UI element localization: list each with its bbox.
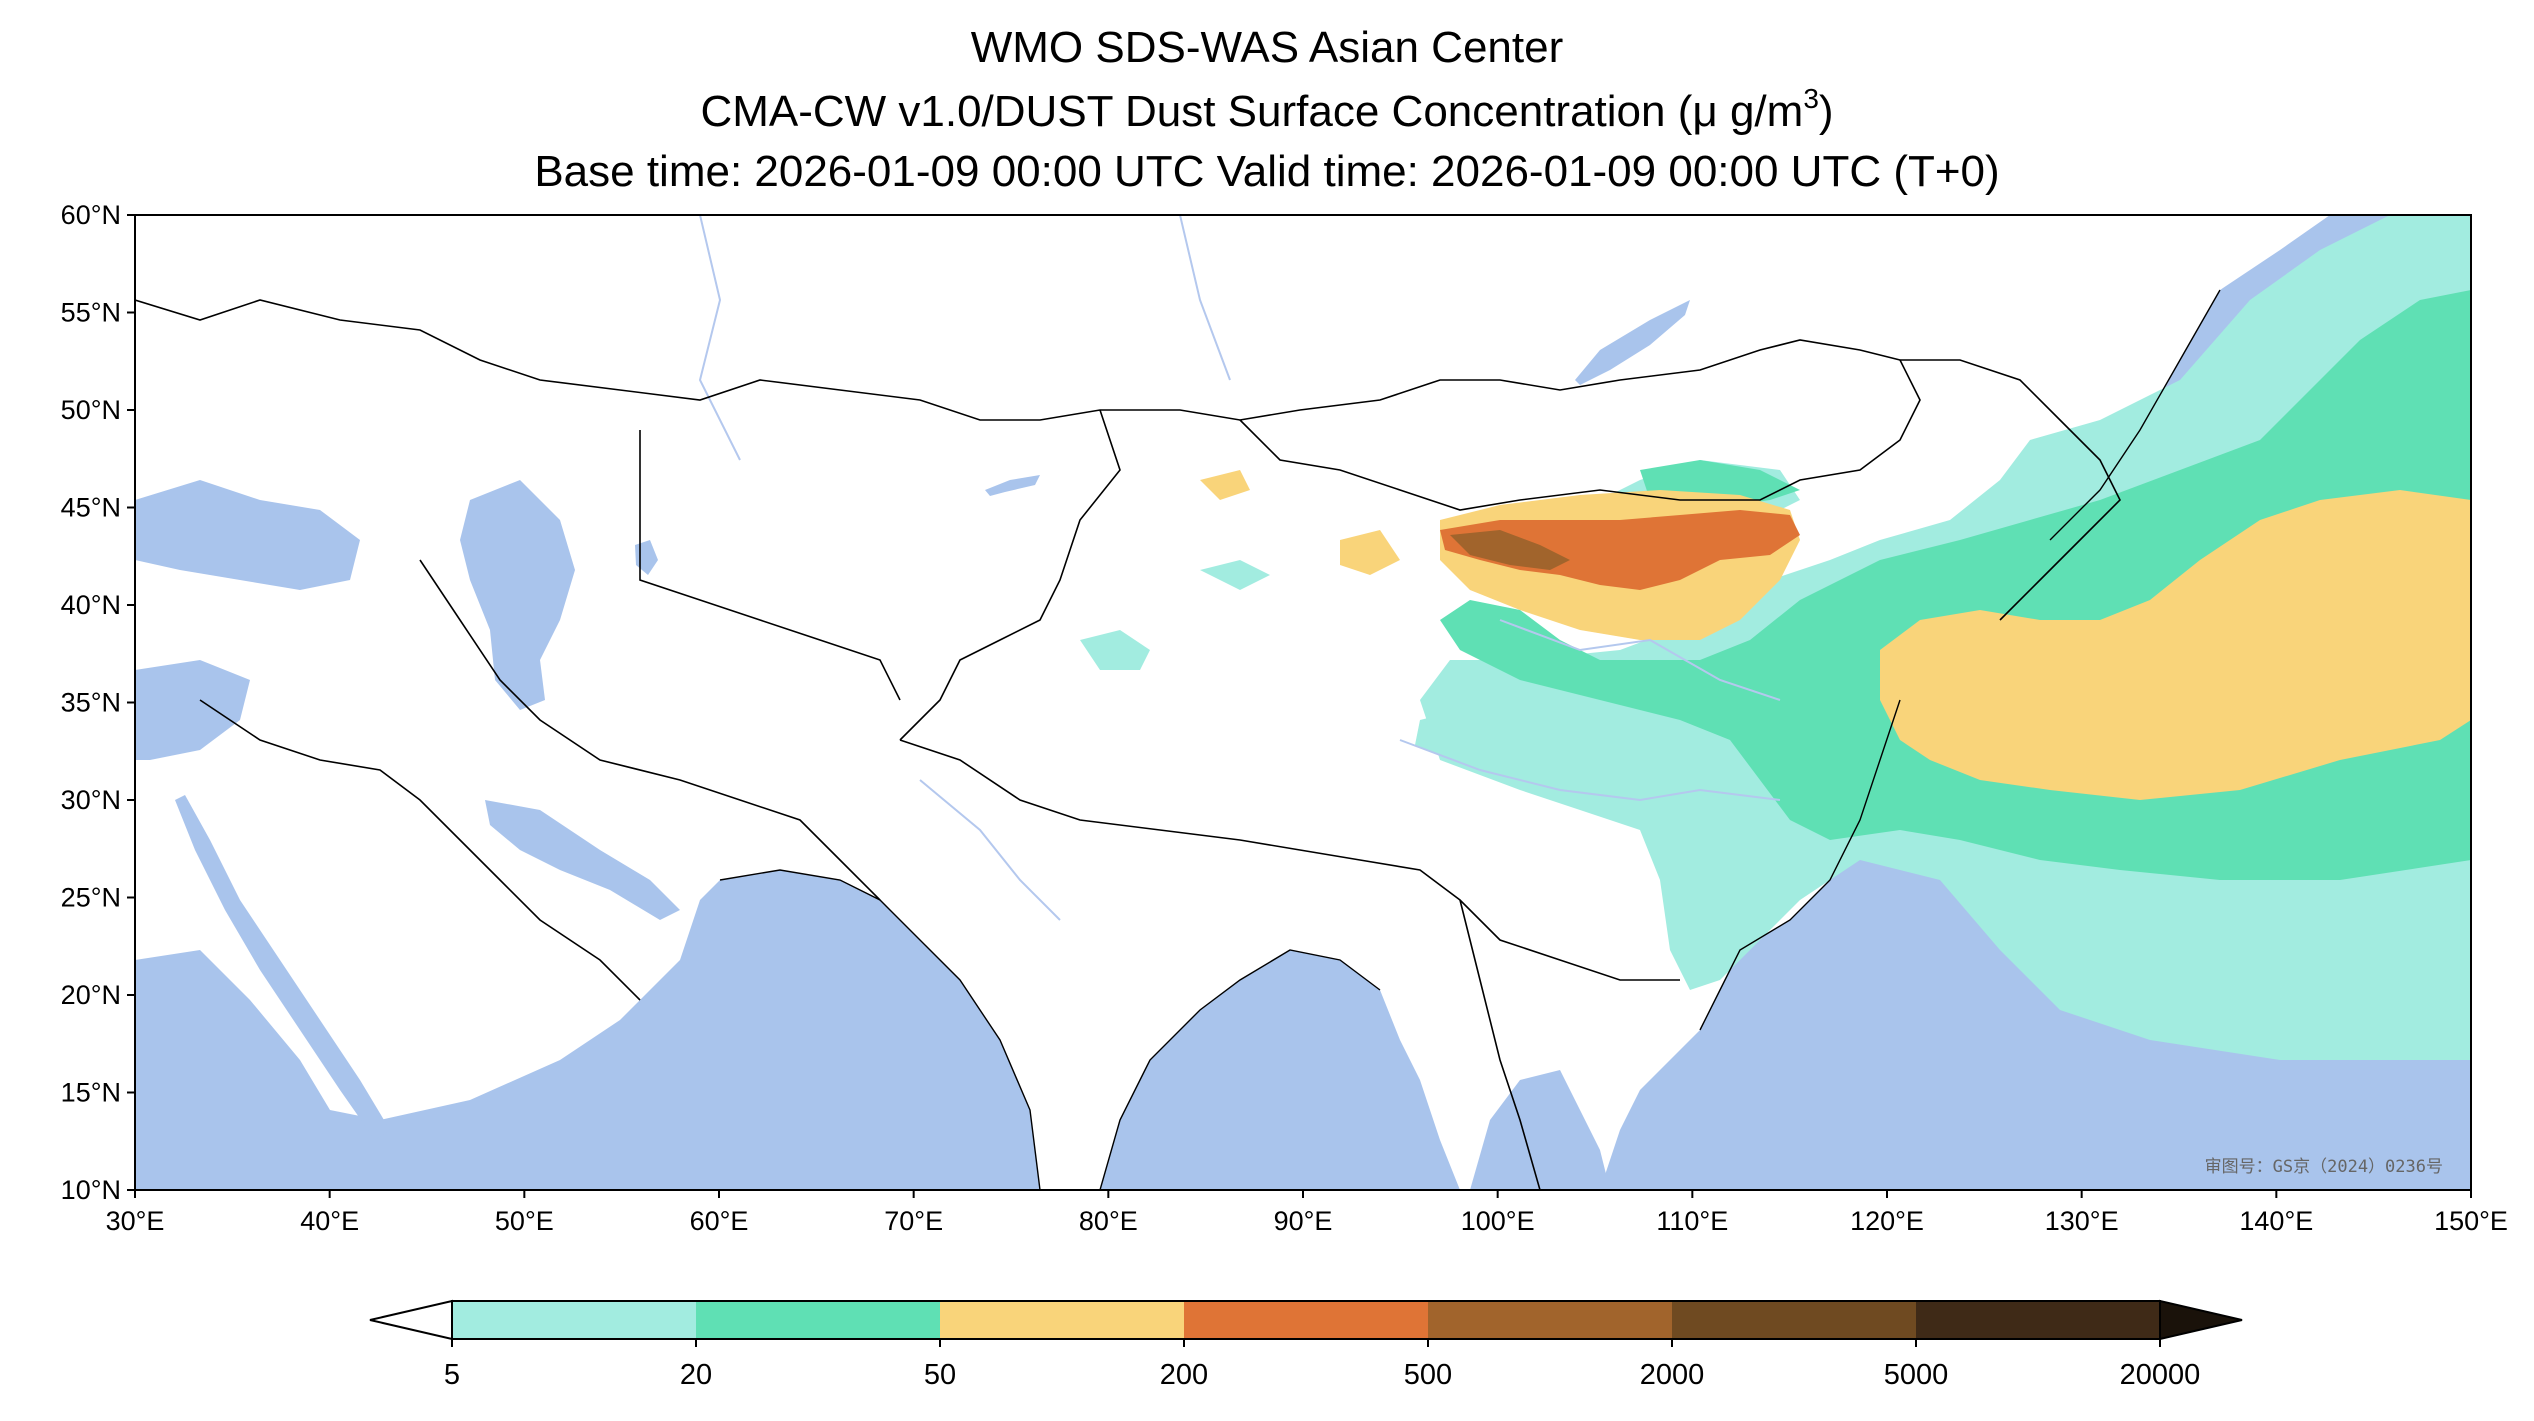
border-xinjiang-west	[899, 409, 1121, 741]
colorbar-segment	[452, 1301, 697, 1339]
colorbar-segments	[452, 1301, 2161, 1339]
lon-tick-label: 80°E	[1079, 1206, 1138, 1236]
title-line-1: WMO SDS-WAS Asian Center	[970, 23, 1564, 72]
lon-tick-label: 120°E	[1850, 1206, 1924, 1236]
lat-tick-label: 15°N	[61, 1078, 121, 1108]
border-mongolia	[1239, 359, 1921, 511]
red-sea	[175, 795, 390, 1140]
river-yellow	[1499, 619, 1781, 701]
colorbar-level-label: 500	[1404, 1359, 1452, 1391]
coast-india-east	[1099, 949, 1381, 1190]
lon-tick-label: 150°E	[2434, 1206, 2508, 1236]
mediterranean-sea	[135, 660, 250, 760]
andaman-sea	[1470, 1070, 1610, 1190]
dust-level-50	[1880, 490, 2471, 800]
lat-tick-label: 30°N	[61, 785, 121, 815]
lon-tick-label: 40°E	[300, 1206, 359, 1236]
lake-baikal	[1575, 300, 1690, 385]
lat-tick-label: 45°N	[61, 493, 121, 523]
coast-japan-sea	[2049, 289, 2221, 541]
dust-level-50-blob	[1340, 530, 1400, 575]
river-yenisei	[1179, 215, 1231, 381]
title-prefix: CMA-CW v1.0/DUST Dust Surface Concentrat…	[700, 87, 1693, 136]
dust-concentration-layer	[1080, 215, 2471, 1060]
river-ob	[698, 215, 741, 461]
colorbar-segment	[1184, 1301, 1429, 1339]
lon-tick-label: 130°E	[2045, 1206, 2119, 1236]
title-unit: μ g/m	[1692, 87, 1804, 136]
colorbar-segment	[940, 1301, 1185, 1339]
lat-tick-label: 40°N	[61, 590, 121, 620]
dust-level-5-tarim	[1080, 630, 1150, 670]
colorbar-segment	[1428, 1301, 1673, 1339]
river-indus	[919, 779, 1061, 921]
border-indochina	[1459, 899, 1541, 1190]
caspian-sea	[460, 480, 575, 710]
lon-tick-label: 70°E	[884, 1206, 943, 1236]
dust-level-500	[1450, 530, 1570, 570]
lat-tick-label: 35°N	[61, 688, 121, 718]
colorbar-segment	[696, 1301, 941, 1339]
colorbar-level-label: 20	[680, 1359, 712, 1391]
dust-level-5-blob2	[1200, 560, 1270, 590]
colorbar-segment	[1916, 1301, 2161, 1339]
colorbar-level-label: 50	[924, 1359, 956, 1391]
border-central-asia	[639, 430, 901, 701]
dust-level-200	[1440, 510, 1800, 590]
title-line-3: Base time: 2026-01-09 00:00 UTC Valid ti…	[534, 147, 2000, 196]
lon-tick-label: 60°E	[690, 1206, 749, 1236]
border-himalaya	[899, 739, 1680, 981]
bay-of-bengal	[1100, 950, 1460, 1190]
lat-tick-label: 50°N	[61, 395, 121, 425]
lat-tick-label: 20°N	[61, 980, 121, 1010]
coast-india-west	[719, 869, 1041, 1190]
lon-tick-label: 90°E	[1274, 1206, 1333, 1236]
colorbar-frame	[451, 1300, 2161, 1340]
indian-ocean	[135, 870, 1040, 1190]
title-unit-exponent: 3	[1803, 83, 1819, 114]
colorbar-level-label: 20000	[2120, 1359, 2201, 1391]
persian-gulf	[485, 800, 680, 920]
black-sea	[135, 480, 360, 590]
lat-tick-label: 25°N	[61, 883, 121, 913]
lon-tick-label: 100°E	[1461, 1206, 1535, 1236]
lon-tick-label: 50°E	[495, 1206, 554, 1236]
colorbar: 5 20 50 200 500 2000 5000 20000	[369, 1299, 2243, 1391]
latitude-ticks: 60°N 55°N 50°N 45°N 40°N 35°N 30°N 25°N 20°N 15°N…	[61, 200, 135, 1205]
colorbar-level-label: 200	[1160, 1359, 1208, 1391]
lon-tick-label: 110°E	[1656, 1206, 1728, 1236]
border-iran	[419, 559, 881, 901]
colorbar-level-label: 5000	[1884, 1359, 1949, 1391]
lon-tick-label: 140°E	[2239, 1206, 2313, 1236]
river-yangtze	[1399, 739, 1781, 802]
title-line-2: CMA-CW v1.0/DUST Dust Surface Concentrat…	[0, 83, 2534, 138]
dust-level-50-blob2	[1200, 470, 1250, 500]
colorbar-under-arrow	[369, 1299, 453, 1341]
border-northeast-china	[1900, 359, 2121, 621]
colorbar-segment	[1672, 1301, 1917, 1339]
colorbar-level-label: 2000	[1640, 1359, 1705, 1391]
lat-tick-label: 10°N	[61, 1175, 121, 1205]
lon-tick-label: 30°E	[106, 1206, 165, 1236]
border-arabia	[199, 699, 641, 1001]
colorbar-over-arrow	[2159, 1299, 2243, 1341]
coastlines	[719, 289, 2221, 1190]
country-borders	[135, 299, 2121, 1190]
title-suffix: )	[1818, 87, 1834, 136]
longitude-ticks: 30°E 40°E 50°E 60°E 70°E 80°E 90°E 100°E 110°E 12…	[106, 1190, 2508, 1236]
map-area	[135, 215, 2471, 1190]
lat-tick-label: 60°N	[61, 200, 121, 230]
lake-balkhash	[985, 475, 1040, 496]
colorbar-labels: 5 20 50 200 500 2000 5000 20000	[444, 1339, 2200, 1391]
coast-china-east	[1699, 699, 1901, 1031]
lat-tick-label: 55°N	[61, 298, 121, 328]
border-russia-south	[135, 299, 1901, 421]
dust-level-5-blob1	[1415, 710, 1480, 760]
colorbar-level-label: 5	[444, 1359, 460, 1391]
map-approval-watermark: 审图号：GS京（2024）0236号	[2205, 1157, 2443, 1177]
rivers	[698, 215, 1781, 921]
